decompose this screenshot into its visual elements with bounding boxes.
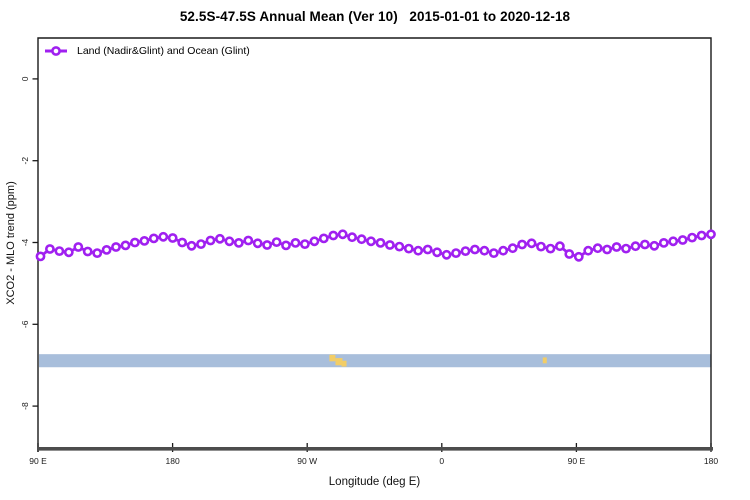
- data-point-marker: [611, 242, 622, 252]
- data-point-marker: [54, 246, 65, 256]
- data-point-marker: [233, 237, 244, 248]
- legend-label: Land (Nadir&Glint) and Ocean (Glint): [77, 45, 250, 57]
- data-point-marker: [196, 239, 206, 249]
- data-point-marker: [517, 239, 527, 250]
- map-land-patch: [341, 360, 347, 367]
- data-point-marker: [536, 241, 546, 252]
- data-point-marker: [555, 241, 565, 252]
- chart-title: 52.5S-47.5S Annual Mean (Ver 10) 2015-01…: [179, 9, 571, 24]
- data-point-marker: [328, 230, 339, 241]
- data-point-marker: [583, 245, 594, 256]
- data-point-marker: [186, 240, 197, 251]
- x-tick-label: 90 E: [568, 456, 586, 466]
- data-point-marker: [309, 236, 320, 247]
- data-point-marker: [337, 229, 348, 240]
- x-tick-label: 90 E: [29, 456, 47, 466]
- data-point-marker: [101, 244, 112, 255]
- data-point-marker: [649, 240, 660, 251]
- map-land-patch: [335, 358, 343, 366]
- legend-circle: [51, 46, 61, 56]
- data-point-marker: [177, 237, 188, 248]
- data-point-marker: [63, 247, 74, 258]
- data-point-marker: [120, 240, 131, 251]
- data-point-marker: [432, 247, 442, 258]
- data-point-marker: [167, 233, 178, 243]
- x-axis-label: Longitude (deg E): [328, 476, 421, 488]
- data-point-marker: [252, 238, 263, 249]
- data-point-marker: [630, 241, 641, 252]
- data-point-marker: [677, 235, 688, 245]
- data-point-marker: [592, 243, 603, 254]
- data-point-marker: [318, 233, 329, 244]
- data-point-marker: [158, 231, 169, 242]
- data-point-marker: [347, 232, 357, 243]
- data-point-marker: [394, 241, 405, 252]
- legend-marker-icon: [45, 46, 67, 56]
- data-point-marker: [384, 240, 395, 250]
- data-point-marker: [564, 249, 575, 259]
- data-point-marker: [224, 236, 235, 247]
- y-tick-label: -8: [20, 402, 30, 410]
- data-point-marker: [441, 249, 452, 260]
- data-point-marker: [545, 243, 556, 254]
- x-tick-label: 180: [704, 456, 718, 466]
- data-point-marker: [139, 235, 150, 246]
- data-point-marker: [262, 240, 272, 250]
- data-point-marker: [479, 245, 490, 256]
- x-tick-label: 180: [166, 456, 180, 466]
- data-point-marker: [687, 232, 697, 243]
- data-point-marker: [403, 243, 414, 254]
- data-point-marker: [658, 237, 669, 248]
- data-point-marker: [602, 244, 612, 255]
- data-point-marker: [668, 236, 679, 247]
- x-tick-label: 0: [439, 456, 444, 466]
- data-point-marker: [205, 235, 216, 246]
- data-point-marker: [366, 236, 376, 247]
- data-point-marker: [488, 248, 499, 258]
- data-point-marker: [148, 233, 159, 244]
- data-point-marker: [92, 248, 103, 258]
- data-point-marker: [451, 248, 461, 258]
- data-point-marker: [640, 239, 650, 250]
- data-point-marker: [422, 244, 433, 255]
- data-point-marker: [129, 237, 140, 248]
- data-point-marker: [375, 237, 386, 248]
- y-tick-label: -6: [20, 320, 30, 328]
- map-band: [39, 354, 711, 368]
- data-point-marker: [111, 242, 121, 252]
- data-point-marker: [45, 244, 55, 254]
- legend: Land (Nadir&Glint) and Ocean (Glint): [44, 45, 250, 57]
- data-point-marker: [82, 246, 93, 257]
- y-tick-label: 0: [20, 76, 30, 81]
- y-axis-label: XCO2 - MLO trend (ppm): [5, 181, 17, 305]
- data-point-marker: [696, 230, 707, 241]
- data-point-marker: [573, 251, 584, 262]
- data-point-marker: [356, 234, 367, 245]
- y-tick-label: -4: [20, 238, 30, 246]
- data-point-marker: [35, 251, 46, 262]
- data-point-marker: [290, 237, 301, 248]
- data-point-marker: [243, 235, 254, 246]
- data-point-marker: [73, 242, 84, 252]
- data-point-marker: [460, 246, 471, 256]
- data-point-marker: [413, 245, 424, 256]
- map-land-patch: [329, 354, 336, 362]
- x-tick-label: 90 W: [297, 456, 317, 466]
- plot-frame: [37, 37, 712, 452]
- data-point-marker: [469, 244, 480, 255]
- data-point-marker: [498, 245, 509, 256]
- data-point-marker: [526, 238, 537, 249]
- y-tick-label: -2: [20, 157, 30, 165]
- data-point-marker: [299, 239, 310, 249]
- data-point-marker: [507, 243, 518, 254]
- map-land-patch: [542, 357, 547, 364]
- data-point-marker: [271, 237, 282, 247]
- data-point-marker: [281, 240, 291, 251]
- data-point-marker: [621, 243, 631, 254]
- data-point-marker: [214, 233, 225, 244]
- data-point-marker: [706, 229, 716, 240]
